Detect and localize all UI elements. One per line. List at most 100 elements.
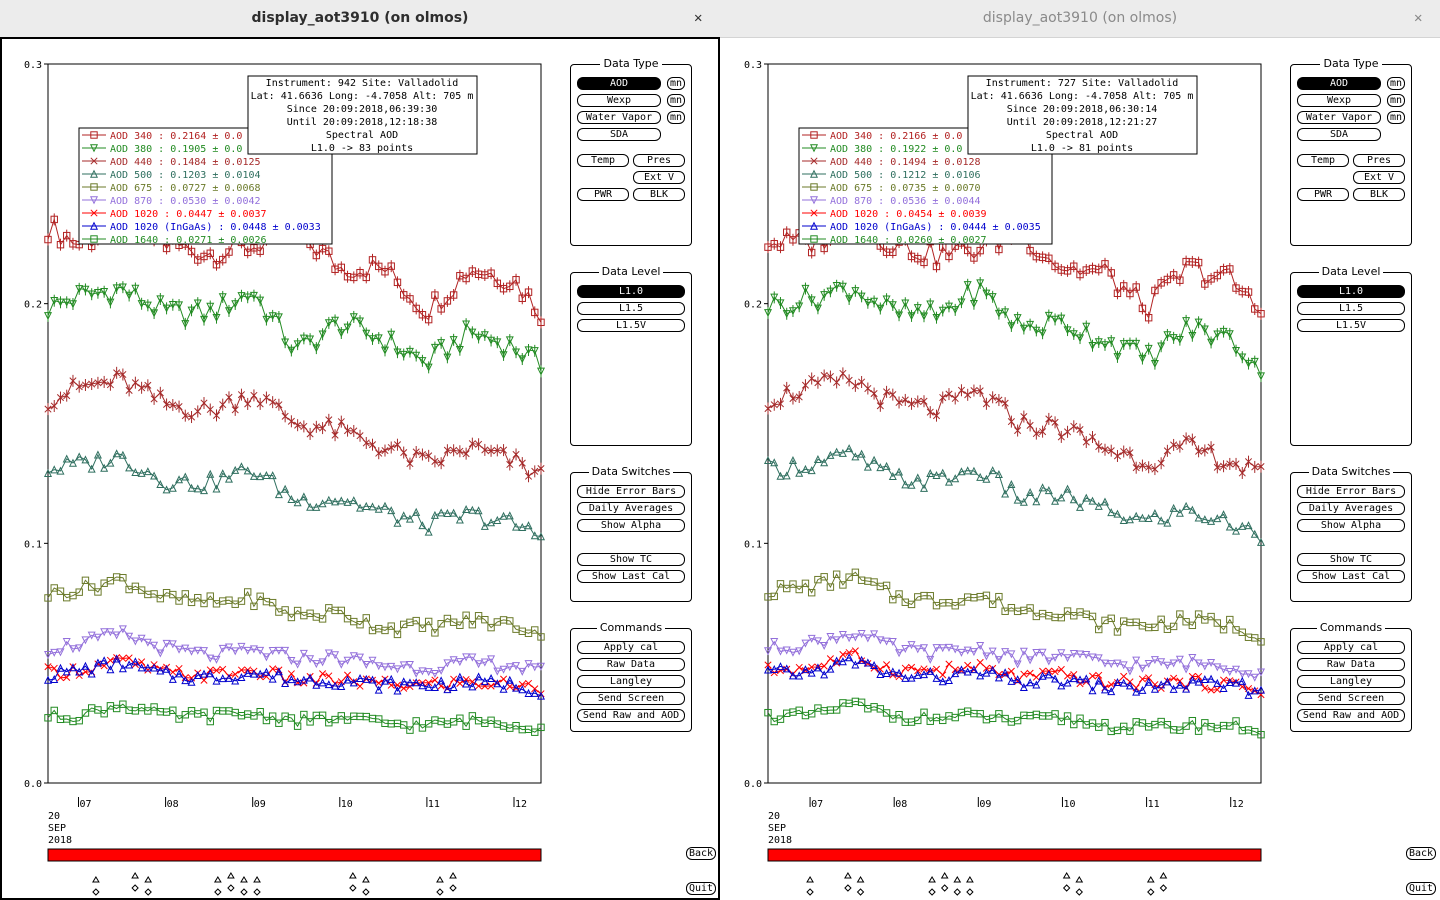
data-point	[437, 666, 446, 675]
show-alpha-button[interactable]: Show Alpha	[1297, 519, 1405, 532]
l1-5-button[interactable]: L1.5	[577, 302, 685, 315]
data-point	[820, 371, 828, 380]
data-point	[437, 676, 446, 685]
show-last-cal-button[interactable]: Show Last Cal	[1297, 570, 1405, 583]
aod-mn-button[interactable]: mn	[1387, 77, 1405, 90]
back-button[interactable]: Back	[686, 847, 716, 860]
water-vapor-mn-button[interactable]: mn	[1387, 111, 1405, 124]
close-window-button[interactable]: ✕	[694, 10, 703, 26]
data-point	[118, 450, 127, 459]
aod-button[interactable]: AOD	[577, 77, 661, 90]
data-point	[907, 480, 916, 489]
sda-button[interactable]: SDA	[1297, 128, 1381, 141]
data-point	[883, 388, 891, 396]
data-point	[505, 663, 514, 672]
water-vapor-button[interactable]: Water Vapor	[577, 111, 661, 124]
pwr-button[interactable]: PWR	[1297, 188, 1349, 201]
langley-button[interactable]: Langley	[1297, 675, 1405, 688]
raw-data-button[interactable]: Raw Data	[577, 658, 685, 671]
event-marker	[131, 872, 139, 879]
quit-button[interactable]: Quit	[686, 882, 716, 895]
aod-button[interactable]: AOD	[1297, 77, 1381, 90]
data-point	[200, 669, 209, 678]
hide-error-bars-button[interactable]: Hide Error Bars	[1297, 485, 1405, 498]
quit-button[interactable]: Quit	[1406, 882, 1436, 895]
apply-cal-button[interactable]: Apply cal	[1297, 641, 1405, 654]
pwr-button[interactable]: PWR	[577, 188, 629, 201]
data-point	[1026, 656, 1035, 665]
data-point	[1039, 428, 1047, 436]
water-vapor-button[interactable]: Water Vapor	[1297, 111, 1381, 124]
data-point	[1138, 685, 1147, 694]
show-alpha-button[interactable]: Show Alpha	[577, 519, 685, 532]
data-point	[1001, 399, 1009, 407]
wexp-mn-button[interactable]: mn	[1387, 94, 1405, 107]
send-screen-button[interactable]: Send Screen	[1297, 692, 1405, 705]
daily-averages-button[interactable]: Daily Averages	[1297, 502, 1405, 515]
wexp-button[interactable]: Wexp	[577, 94, 661, 107]
sda-button[interactable]: SDA	[577, 128, 661, 141]
l1-5-button[interactable]: L1.5	[1297, 302, 1405, 315]
temp-button[interactable]: Temp	[1297, 154, 1349, 167]
series-aod-1020-ingaas-	[763, 653, 1266, 699]
data-point	[299, 675, 308, 684]
show-tc-button[interactable]: Show TC	[1297, 553, 1405, 566]
l1-0-button[interactable]: L1.0	[577, 285, 685, 298]
temp-button[interactable]: Temp	[577, 154, 629, 167]
wexp-button[interactable]: Wexp	[1297, 94, 1381, 107]
back-button[interactable]: Back	[1406, 847, 1436, 860]
data-point	[1026, 320, 1035, 329]
ext-v-button[interactable]: Ext V	[633, 171, 685, 184]
daily-averages-button[interactable]: Daily Averages	[577, 502, 685, 515]
data-point	[1232, 346, 1241, 355]
send-raw-and-aod-button[interactable]: Send Raw and AOD	[1297, 709, 1405, 722]
data-point	[387, 443, 395, 452]
data-point	[1163, 275, 1172, 284]
data-point	[1019, 683, 1028, 692]
pres-button[interactable]: Pres	[1353, 154, 1405, 167]
data-point	[262, 653, 271, 662]
data-point	[68, 300, 77, 309]
pres-button[interactable]: Pres	[633, 154, 685, 167]
data-point	[944, 675, 953, 684]
event-marker	[436, 876, 444, 883]
l1-5v-button[interactable]: L1.5V	[577, 319, 685, 332]
data-point	[1132, 511, 1141, 520]
data-point	[1182, 501, 1191, 510]
water-vapor-mn-button[interactable]: mn	[667, 111, 685, 124]
show-tc-button[interactable]: Show TC	[577, 553, 685, 566]
raw-data-button[interactable]: Raw Data	[1297, 658, 1405, 671]
show-last-cal-button[interactable]: Show Last Cal	[577, 570, 685, 583]
data-point	[93, 289, 102, 298]
langley-button[interactable]: Langley	[577, 675, 685, 688]
blk-button[interactable]: BLK	[1353, 188, 1405, 201]
data-point	[212, 655, 221, 664]
data-point	[418, 311, 427, 319]
send-screen-button[interactable]: Send Screen	[577, 692, 685, 705]
data-point	[343, 671, 352, 679]
data-point	[913, 473, 922, 482]
data-point	[106, 458, 115, 467]
data-point	[231, 670, 239, 678]
wexp-mn-button[interactable]: mn	[667, 94, 685, 107]
data-point	[1045, 254, 1053, 262]
hide-error-bars-button[interactable]: Hide Error Bars	[577, 485, 685, 498]
data-point	[776, 299, 785, 308]
blk-button[interactable]: BLK	[633, 188, 685, 201]
aod-mn-button[interactable]: mn	[667, 77, 685, 90]
data-point	[764, 661, 772, 669]
apply-cal-button[interactable]: Apply cal	[577, 641, 685, 654]
ext-v-button[interactable]: Ext V	[1353, 171, 1405, 184]
data-point	[1170, 674, 1178, 682]
l1-5v-button[interactable]: L1.5V	[1297, 319, 1405, 332]
data-point	[1044, 486, 1053, 495]
event-marker	[856, 888, 865, 896]
send-raw-and-aod-button[interactable]: Send Raw and AOD	[577, 709, 685, 722]
data-point	[1070, 612, 1078, 620]
data-point	[56, 298, 65, 307]
data-point	[237, 666, 246, 674]
l1-0-button[interactable]: L1.0	[1297, 285, 1405, 298]
data-point	[138, 658, 146, 666]
data-point	[68, 458, 77, 467]
close-window-button[interactable]: ✕	[1414, 10, 1423, 26]
